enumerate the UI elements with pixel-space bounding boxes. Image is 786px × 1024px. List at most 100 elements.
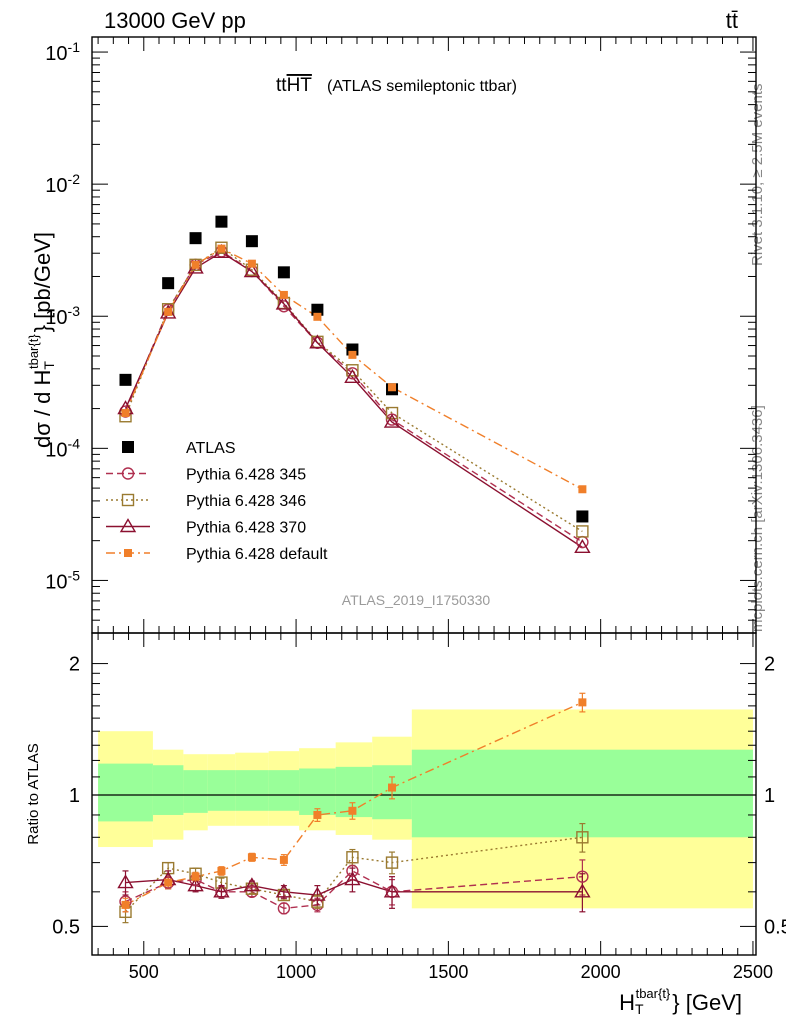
main-point-atlas-6 [311,303,324,316]
legend-marker-p345 [121,467,135,480]
main-point-atlas-1 [162,277,175,290]
ratio-plot-frame [91,632,757,956]
ratio-y-axis-label: Ratio to ATLAS [25,743,42,844]
header-energy-label: 13000 GeV pp [104,8,246,33]
main-point-pdefault-8 [388,383,397,392]
legend-label-p370: Pythia 6.428 370 [186,520,306,537]
band-inner-6 [299,768,336,815]
ratio-point-p370-3 [213,883,230,898]
legend-label-p345: Pythia 6.428 345 [186,467,306,484]
y-tick-label: 10-1 [45,39,80,65]
ratio-point-p370-5 [275,883,293,898]
legend-label-pdefault: Pythia 6.428 default [186,546,328,563]
y-tick-label: 10-2 [45,171,80,197]
x-axis-label: HTtbar{t}} [GeV] [619,986,742,1017]
main-point-atlas-3 [215,215,228,228]
x-tick-label: 1000 [276,962,316,982]
band-inner-9 [411,749,753,838]
ratio-point-pdefault-4 [247,853,256,862]
plot-title-main: tt [276,75,287,96]
main-point-p346-8 [385,406,399,420]
ratio-point-p346-3 [215,876,228,889]
main-point-p370-6 [309,334,326,349]
x-tick-label: 1500 [428,962,468,982]
ratio-point-pdefault-9 [578,698,587,707]
ratio-point-pdefault-8 [388,783,397,792]
ratio-point-pdefault-1 [164,878,173,887]
ratio-point-p370-4 [243,877,261,892]
series-lines [124,246,583,913]
ratio-y-tick-label-right: 1 [764,785,775,807]
main-y-axis-label: dσ / d HTtbar{t}} [pb/GeV] [26,232,57,448]
ratio-point-p345-5 [277,902,291,915]
main-point-p370-9 [574,538,591,554]
rivet-version-label: Rivet 3.1.10, ≥ 2.5M events [749,84,766,267]
main-point-pdefault-6 [313,312,322,321]
ratio-line-p346 [125,836,583,913]
plot-title: ttHT [276,75,312,96]
plot-subtitle: (ATLAS semileptonic ttbar) [327,78,517,95]
band-inner-0 [98,763,153,822]
main-point-p370-7 [344,368,361,383]
x-tick-label: 2000 [581,962,621,982]
main-line-pdefault [124,247,583,490]
ratio-line-p345 [125,870,583,910]
y-tick-label: 10-5 [45,567,80,593]
legend-marker-p370 [119,518,137,533]
legend-label-atlas: ATLAS [186,440,236,457]
ratio-point-p346-8 [385,856,399,869]
main-plot-frame [91,36,757,634]
main-line-p370 [124,251,583,548]
band-inner-1 [152,765,184,815]
ratio-y-tick-label-right: 0.5 [764,916,786,938]
ratio-y-tick-label-right: 2 [764,654,775,676]
main-point-p346-3 [215,241,228,254]
ratio-point-p370-8 [383,883,401,898]
band-inner-5 [268,770,300,811]
main-point-p370-4 [243,263,261,278]
data-markers [117,215,591,919]
main-point-pdefault-5 [279,290,288,299]
main-point-atlas-4 [245,235,258,248]
ratio-point-p370-6 [309,886,326,901]
ratio-line-p370 [125,878,583,896]
band-inner-3 [207,770,236,811]
x-tick-label: 500 [129,962,159,982]
legend-marker-atlas [122,441,134,453]
ratio-point-p370-2 [187,877,204,892]
plot-title-overline: HT [287,75,313,96]
main-point-pdefault-7 [348,350,357,359]
main-point-pdefault-2 [191,260,200,269]
band-inner-2 [183,770,208,813]
ratio-point-p346-7 [346,851,359,864]
x-tick-label: 2500 [733,962,773,982]
axes: 500 1000 1500 2000 2500 10-5 10-4 10-3 10-2 10-1 0… [45,36,786,982]
main-point-p346-7 [346,364,359,377]
ratio-point-p370-9 [574,883,591,898]
legend: ATLAS Pythia 6.428 345 Pythia 6.428 346 Pyt… [106,440,328,563]
y-tick-label: 10-4 [45,435,80,461]
header-process-label: tt̄ [726,8,738,33]
ratio-line-pdefault [125,701,583,906]
main-point-p346-9 [576,525,589,538]
y-tick-label: 10-3 [45,303,80,329]
ratio-y-tick-label-left: 0.5 [52,916,80,938]
main-line-p346 [124,246,583,533]
ratio-point-pdefault-5 [279,855,288,864]
ratio-point-pdefault-6 [313,810,322,819]
main-point-p370-8 [383,413,401,428]
ratio-point-p346-6 [311,895,324,908]
legend-label-p346: Pythia 6.428 346 [186,493,306,510]
ratio-point-pdefault-3 [217,866,226,875]
main-point-p370-5 [275,295,293,310]
ratio-point-p345-7 [346,864,359,878]
ratio-point-p370-7 [344,871,361,886]
band-inner-4 [235,770,269,811]
main-point-pdefault-4 [247,259,256,268]
ratio-y-tick-label-left: 1 [69,785,80,807]
ratio-point-pdefault-0 [121,900,130,909]
ratio-point-pdefault-2 [191,872,200,881]
legend-marker-p346 [121,493,135,507]
main-point-atlas-2 [189,232,202,245]
